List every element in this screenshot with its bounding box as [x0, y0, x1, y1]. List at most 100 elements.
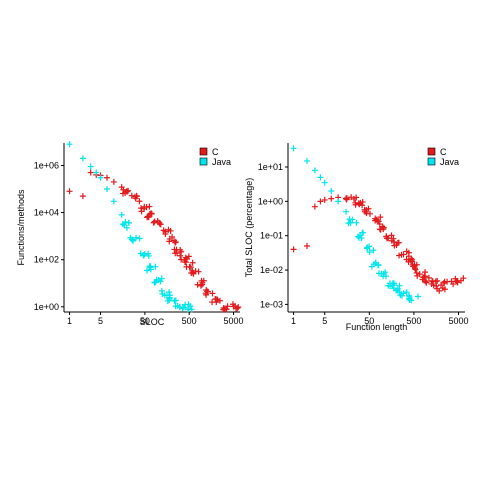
point-c	[186, 263, 193, 270]
point-c	[230, 303, 237, 310]
point-c	[222, 305, 229, 312]
x-tick-label: 50	[364, 316, 374, 326]
point-c	[182, 259, 189, 266]
point-c	[413, 269, 420, 276]
point-java	[353, 219, 360, 226]
point-c	[441, 286, 448, 293]
y-tick-label: 1e+00	[258, 196, 283, 206]
point-c	[150, 219, 157, 226]
point-c	[148, 210, 155, 217]
point-java	[390, 285, 397, 292]
point-c	[361, 208, 368, 215]
point-java	[290, 145, 297, 152]
point-c	[380, 226, 387, 233]
point-java	[363, 245, 370, 252]
point-c	[390, 238, 397, 245]
point-c	[128, 192, 135, 199]
point-java	[157, 278, 164, 285]
x-tick-label: 50	[140, 316, 150, 326]
chart-panel-functions: 1 5 50 500 5000 1e+00 1e+02 1e+04 1e+06 SLOC Funct…	[16, 141, 244, 327]
points-layer	[66, 141, 242, 313]
point-c	[328, 195, 335, 202]
point-c	[436, 287, 443, 294]
point-java	[123, 224, 130, 231]
point-java	[166, 289, 173, 296]
point-c	[154, 217, 161, 224]
point-c	[209, 299, 216, 306]
point-c	[343, 195, 350, 202]
y-tick-label: 1e-02	[260, 265, 283, 275]
point-java	[104, 186, 111, 193]
legend-swatch-java	[199, 157, 208, 166]
point-c	[353, 194, 360, 201]
point-c	[145, 214, 152, 221]
point-c	[104, 174, 111, 181]
point-c	[311, 203, 318, 210]
point-c	[421, 273, 428, 280]
point-c	[177, 246, 184, 253]
point-c	[372, 215, 379, 222]
point-java	[129, 236, 136, 243]
point-c	[166, 235, 173, 242]
point-java	[396, 289, 403, 296]
series-java	[290, 145, 422, 304]
point-c	[343, 194, 350, 201]
point-java	[118, 211, 125, 218]
point-c	[110, 178, 117, 185]
point-java	[110, 198, 117, 205]
point-c	[132, 195, 139, 202]
point-java	[158, 275, 165, 282]
point-c	[199, 281, 206, 288]
y-axis-label: Functions/methods	[16, 189, 26, 266]
point-java	[125, 219, 132, 226]
point-java	[121, 222, 128, 229]
point-c	[375, 218, 382, 225]
point-c	[403, 248, 410, 255]
point-c	[411, 262, 418, 269]
point-c	[122, 189, 129, 196]
point-java	[185, 301, 192, 308]
point-c	[376, 221, 383, 228]
point-c	[189, 259, 196, 266]
point-c	[79, 193, 86, 200]
point-c	[171, 237, 178, 244]
point-c	[423, 279, 430, 286]
point-java	[358, 235, 365, 242]
x-axis-label: Function length	[346, 322, 408, 332]
x-tick-label: 5000	[224, 316, 244, 326]
point-c	[209, 290, 216, 297]
point-java	[347, 219, 354, 226]
point-java	[66, 141, 73, 148]
point-c	[425, 274, 432, 281]
y-tick-label: 1e+06	[34, 160, 59, 170]
point-c	[434, 277, 441, 284]
point-java	[396, 282, 403, 289]
point-java	[79, 155, 86, 162]
y-tick-label: 1e-01	[260, 231, 283, 241]
point-java	[321, 179, 328, 186]
point-java	[122, 219, 129, 226]
point-java	[303, 157, 310, 164]
point-java	[372, 259, 379, 266]
point-java	[328, 188, 335, 195]
point-c	[125, 187, 132, 194]
point-java	[97, 174, 104, 181]
point-java	[382, 269, 389, 276]
point-java	[152, 279, 159, 286]
chart-panel-total-sloc: 1 5 50 500 5000 1e-03 1e-02 1e-01 1e+00 1e+01 Func…	[244, 143, 469, 332]
x-tick-label: 500	[182, 316, 197, 326]
point-c	[87, 169, 94, 176]
point-c	[359, 198, 366, 205]
point-c	[183, 255, 190, 262]
point-c	[441, 278, 448, 285]
point-java	[164, 297, 171, 304]
point-c	[138, 208, 145, 215]
point-java	[397, 292, 404, 299]
point-java	[159, 290, 166, 297]
y-axis-label: Total SLOC (percentage)	[244, 178, 254, 278]
point-java	[152, 263, 159, 270]
y-tick-label: 1e+00	[34, 302, 59, 312]
point-c	[165, 226, 172, 233]
point-java	[179, 305, 186, 312]
